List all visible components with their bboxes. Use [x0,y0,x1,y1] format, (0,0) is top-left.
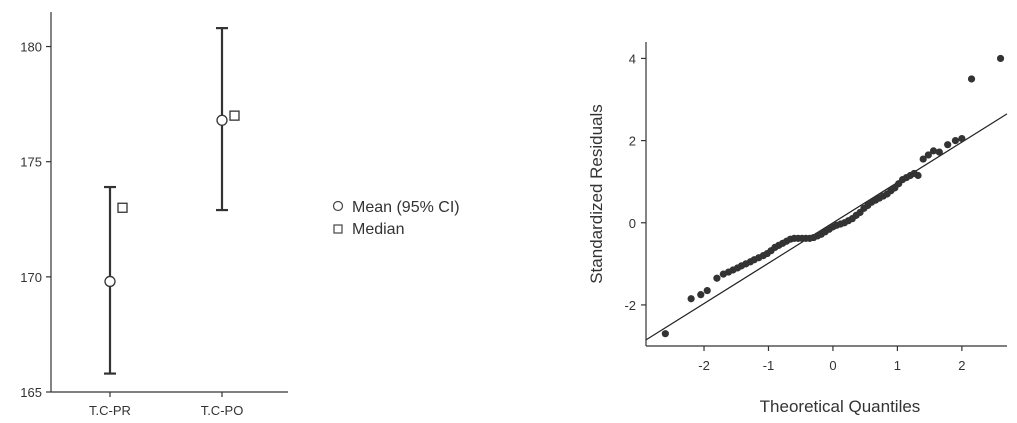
left-mean-points [104,114,228,288]
qq-point [996,54,1005,63]
left-x-tick-label: T.C-PR [89,403,131,418]
right-y-tick-label: 0 [629,216,636,231]
left-y-tick-label: 170 [20,270,42,285]
mean-point [104,275,116,288]
right-y-tick-label: -2 [624,298,636,313]
right-x-tick-label: 1 [894,358,901,373]
right-y-tick-label: 4 [629,51,636,66]
legend-mean-marker [332,200,344,212]
qq-point [713,274,721,282]
x-axis-label: Theoretical Quantiles [760,397,921,416]
qq-point [951,136,960,145]
qq-point [944,141,952,149]
qq-point [924,151,932,159]
legend: Mean (95% CI) Median [332,199,460,238]
right-y-tick-label: 2 [629,134,636,149]
left-x-ticks: T.C-PR T.C-PO [89,392,243,418]
left-error-bars [104,27,228,375]
median-point [229,110,240,121]
left-y-tick-label: 180 [20,40,42,55]
right-chart: -2 0 2 4 -2 -1 0 1 2 Theoretical Quantiles Stan… [587,42,1008,416]
qq-point [661,330,669,338]
right-x-tick-label: -1 [763,358,775,373]
legend-median-label: Median [352,221,404,238]
qq-point [958,134,966,143]
legend-median-marker [333,224,343,234]
right-x-ticks: -2 -1 0 1 2 [698,346,965,373]
qq-point [967,75,976,83]
right-x-tick-label: 2 [958,358,965,373]
y-axis-label: Standardized Residuals [587,104,606,284]
left-y-tick-label: 165 [20,385,42,400]
median-point [117,202,128,213]
qq-point [914,171,922,180]
left-chart: 165 170 175 180 T.C-PR T.C-PO [20,12,288,418]
right-y-ticks: -2 0 2 4 [624,51,646,313]
qq-point [935,148,943,156]
mean-point [216,114,228,126]
qq-point [703,286,711,295]
qq-point [919,155,927,163]
qq-point [929,147,938,155]
left-y-tick-label: 175 [20,155,42,170]
left-x-tick-label: T.C-PO [201,403,244,418]
right-x-tick-label: 0 [829,358,836,373]
left-median-points [117,110,240,213]
qq-point [697,291,705,299]
legend-mean-label: Mean (95% CI) [352,199,460,216]
left-y-ticks: 165 170 175 180 [20,40,51,400]
qq-points [661,54,1005,338]
right-x-tick-label: -2 [698,358,710,373]
qq-point [687,295,695,303]
